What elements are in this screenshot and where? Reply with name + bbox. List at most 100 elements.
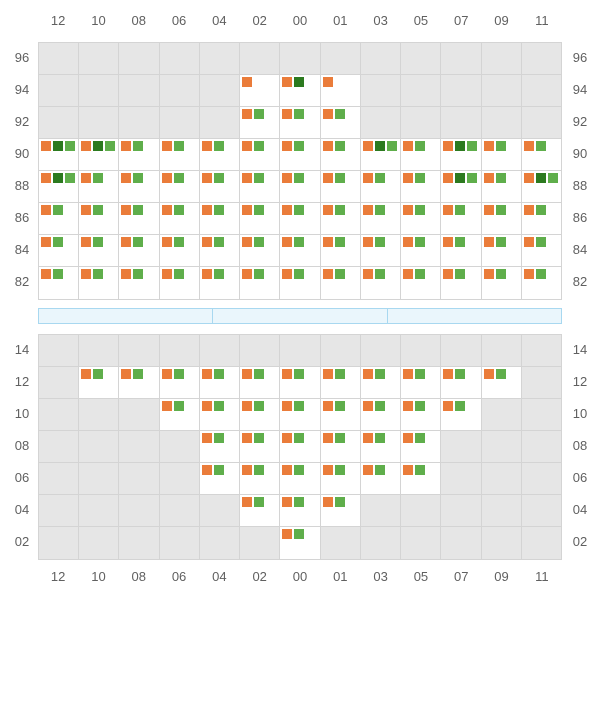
grid-cell[interactable] xyxy=(280,235,320,266)
grid-cell[interactable] xyxy=(160,235,200,266)
grid-cell[interactable] xyxy=(482,235,522,266)
grid-cell[interactable] xyxy=(482,171,522,202)
grid-cell[interactable] xyxy=(200,203,240,234)
grid-cell[interactable] xyxy=(119,463,159,494)
grid-cell[interactable] xyxy=(441,107,481,138)
grid-cell[interactable] xyxy=(401,171,441,202)
grid-cell[interactable] xyxy=(441,399,481,430)
grid-cell[interactable] xyxy=(200,463,240,494)
grid-cell[interactable] xyxy=(361,75,401,106)
grid-cell[interactable] xyxy=(441,367,481,398)
grid-cell[interactable] xyxy=(119,367,159,398)
grid-cell[interactable] xyxy=(361,203,401,234)
grid-cell[interactable] xyxy=(361,43,401,74)
grid-cell[interactable] xyxy=(39,267,79,299)
grid-cell[interactable] xyxy=(39,335,79,366)
grid-cell[interactable] xyxy=(39,367,79,398)
grid-cell[interactable] xyxy=(160,203,200,234)
grid-cell[interactable] xyxy=(321,431,361,462)
grid-cell[interactable] xyxy=(401,399,441,430)
grid-cell[interactable] xyxy=(240,335,280,366)
grid-cell[interactable] xyxy=(240,267,280,299)
grid-cell[interactable] xyxy=(79,171,119,202)
grid-cell[interactable] xyxy=(401,495,441,526)
grid-cell[interactable] xyxy=(321,107,361,138)
grid-cell[interactable] xyxy=(79,335,119,366)
grid-cell[interactable] xyxy=(39,527,79,559)
grid-cell[interactable] xyxy=(321,43,361,74)
grid-cell[interactable] xyxy=(321,527,361,559)
grid-cell[interactable] xyxy=(361,367,401,398)
grid-cell[interactable] xyxy=(441,495,481,526)
grid-cell[interactable] xyxy=(39,463,79,494)
grid-cell[interactable] xyxy=(321,139,361,170)
grid-cell[interactable] xyxy=(482,203,522,234)
grid-cell[interactable] xyxy=(39,107,79,138)
grid-cell[interactable] xyxy=(79,399,119,430)
grid-cell[interactable] xyxy=(240,399,280,430)
grid-cell[interactable] xyxy=(361,495,401,526)
grid-cell[interactable] xyxy=(522,235,561,266)
grid-cell[interactable] xyxy=(401,107,441,138)
grid-cell[interactable] xyxy=(280,335,320,366)
grid-cell[interactable] xyxy=(321,463,361,494)
grid-cell[interactable] xyxy=(200,527,240,559)
grid-cell[interactable] xyxy=(160,495,200,526)
grid-cell[interactable] xyxy=(280,463,320,494)
grid-cell[interactable] xyxy=(441,171,481,202)
grid-cell[interactable] xyxy=(160,139,200,170)
grid-cell[interactable] xyxy=(361,139,401,170)
grid-cell[interactable] xyxy=(482,335,522,366)
grid-cell[interactable] xyxy=(160,431,200,462)
grid-cell[interactable] xyxy=(321,335,361,366)
grid-cell[interactable] xyxy=(482,495,522,526)
grid-cell[interactable] xyxy=(522,399,561,430)
grid-cell[interactable] xyxy=(482,463,522,494)
grid-cell[interactable] xyxy=(119,527,159,559)
grid-cell[interactable] xyxy=(401,43,441,74)
grid-cell[interactable] xyxy=(441,139,481,170)
grid-cell[interactable] xyxy=(441,335,481,366)
grid-cell[interactable] xyxy=(79,107,119,138)
grid-cell[interactable] xyxy=(119,431,159,462)
grid-cell[interactable] xyxy=(441,527,481,559)
grid-cell[interactable] xyxy=(321,399,361,430)
grid-cell[interactable] xyxy=(79,75,119,106)
grid-cell[interactable] xyxy=(522,367,561,398)
grid-cell[interactable] xyxy=(240,107,280,138)
grid-cell[interactable] xyxy=(119,75,159,106)
grid-cell[interactable] xyxy=(361,267,401,299)
grid-cell[interactable] xyxy=(321,495,361,526)
grid-cell[interactable] xyxy=(39,431,79,462)
grid-cell[interactable] xyxy=(482,107,522,138)
grid-cell[interactable] xyxy=(441,235,481,266)
grid-cell[interactable] xyxy=(361,399,401,430)
grid-cell[interactable] xyxy=(441,75,481,106)
grid-cell[interactable] xyxy=(361,171,401,202)
grid-cell[interactable] xyxy=(240,495,280,526)
grid-cell[interactable] xyxy=(160,399,200,430)
grid-cell[interactable] xyxy=(401,335,441,366)
grid-cell[interactable] xyxy=(522,171,561,202)
grid-cell[interactable] xyxy=(200,43,240,74)
grid-cell[interactable] xyxy=(280,527,320,559)
grid-cell[interactable] xyxy=(119,335,159,366)
grid-cell[interactable] xyxy=(280,367,320,398)
grid-cell[interactable] xyxy=(200,267,240,299)
grid-cell[interactable] xyxy=(522,527,561,559)
grid-cell[interactable] xyxy=(200,235,240,266)
grid-cell[interactable] xyxy=(160,527,200,559)
grid-cell[interactable] xyxy=(79,235,119,266)
grid-cell[interactable] xyxy=(280,399,320,430)
grid-cell[interactable] xyxy=(522,203,561,234)
grid-cell[interactable] xyxy=(280,107,320,138)
grid-cell[interactable] xyxy=(160,267,200,299)
grid-cell[interactable] xyxy=(39,43,79,74)
grid-cell[interactable] xyxy=(200,107,240,138)
grid-cell[interactable] xyxy=(240,171,280,202)
grid-cell[interactable] xyxy=(39,75,79,106)
grid-cell[interactable] xyxy=(200,139,240,170)
grid-cell[interactable] xyxy=(441,463,481,494)
grid-cell[interactable] xyxy=(321,235,361,266)
grid-cell[interactable] xyxy=(280,75,320,106)
